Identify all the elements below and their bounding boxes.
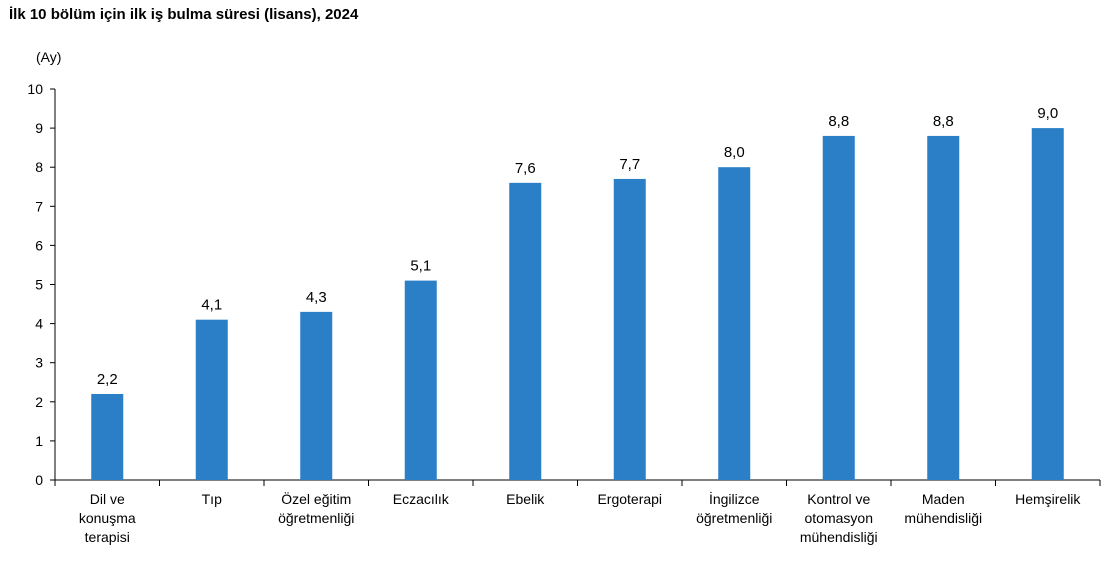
bar-value-label: 5,1	[410, 258, 431, 275]
chart-axes: 0 1 2 3 4 5 6 7 8 9 10	[27, 81, 1101, 488]
bar-value-label: 8,8	[933, 113, 954, 130]
y-tick-label: 1	[35, 433, 43, 449]
x-category-label: Hemşirelik	[1015, 491, 1081, 507]
chart-labels: 2,2 Dil ve konuşma terapisi 4,1 Tıp 4,3 Özel eğ…	[79, 105, 1082, 545]
x-category-label: İngilizce öğretmenliği	[696, 490, 772, 526]
bar-value-label: 8,8	[828, 113, 849, 130]
bar	[195, 319, 228, 480]
bar-value-label: 4,3	[306, 289, 327, 306]
x-category-label: Ergoterapi	[597, 491, 662, 507]
bar-value-label: 7,6	[515, 160, 536, 177]
bar	[509, 182, 542, 480]
bar-value-label: 7,7	[619, 156, 640, 173]
y-tick-label: 10	[27, 81, 43, 97]
bar	[91, 393, 124, 480]
bar	[822, 135, 855, 481]
x-category-label: Kontrol ve otomasyon mühendisliği	[800, 491, 878, 545]
x-category-label: Tıp	[202, 491, 222, 507]
x-category-label: Özel eğitim öğretmenliği	[278, 490, 354, 526]
bar	[718, 167, 751, 480]
bar-value-label: 4,1	[201, 297, 222, 314]
x-category-label: Maden mühendisliği	[904, 491, 982, 526]
chart-title: İlk 10 bölüm için ilk iş bulma süresi (l…	[9, 6, 359, 23]
bar	[1031, 128, 1064, 480]
y-tick-label: 7	[35, 198, 43, 214]
x-category-label: Dil ve konuşma terapisi	[79, 491, 136, 545]
bar-value-label: 2,2	[97, 371, 118, 388]
bar	[404, 280, 437, 480]
y-tick-label: 0	[35, 472, 43, 488]
y-tick-label: 3	[35, 355, 43, 371]
bar	[927, 135, 960, 481]
y-tick-label: 6	[35, 237, 43, 253]
x-category-label: Eczacılık	[393, 491, 450, 507]
y-tick-label: 4	[35, 316, 43, 332]
y-tick-label: 9	[35, 120, 43, 136]
y-tick-label: 2	[35, 394, 43, 410]
y-tick-label: 8	[35, 159, 43, 175]
bar-value-label: 9,0	[1037, 105, 1058, 122]
x-category-label: Ebelik	[506, 491, 545, 507]
chart-bars	[91, 128, 1064, 481]
bar-value-label: 8,0	[724, 144, 745, 161]
bar	[300, 311, 333, 480]
y-tick-label: 5	[35, 277, 43, 293]
y-axis-unit-label: (Ay)	[36, 49, 62, 65]
bar	[613, 178, 646, 480]
